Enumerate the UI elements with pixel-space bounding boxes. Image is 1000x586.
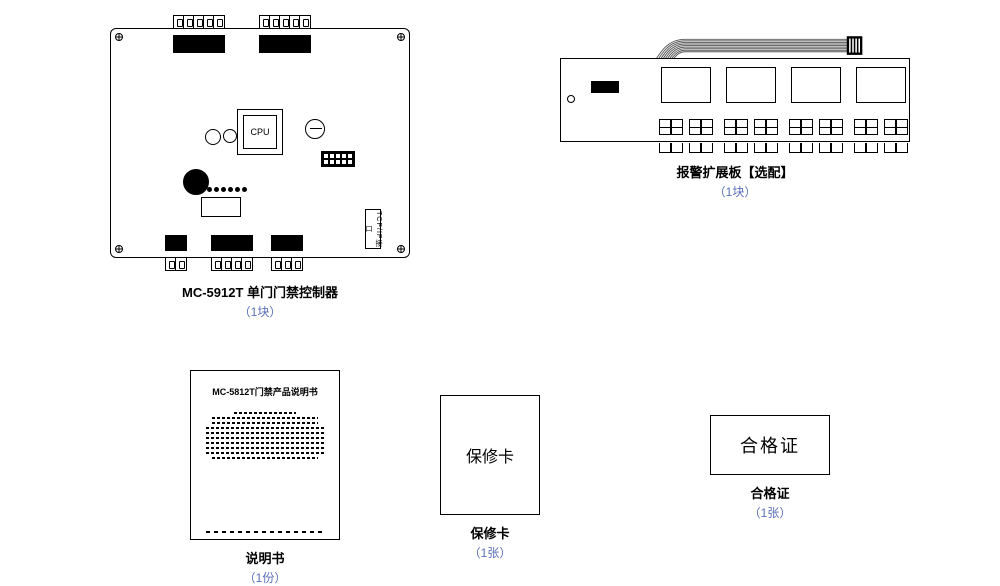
terminal-pair-lower [659,143,713,153]
certificate-title: 合格证 [710,483,830,502]
terminal-pair [659,119,713,135]
terminal-pair-lower [854,143,908,153]
cpu-chip: CPU [243,115,277,149]
terminal-block-inner [211,235,253,251]
relay-module [856,67,906,103]
terminal-block-inner [259,35,311,53]
expansion-board [560,58,910,142]
warranty-qty: （1张） [440,544,540,561]
certificate-box-text: 合格证 [740,432,800,458]
expansion-qty: （1块） [560,183,910,200]
ribbon-connector-icon [591,81,619,93]
warranty-box-text: 保修卡 [466,443,514,467]
warranty-section: 保修卡 保修卡 （1张） [440,395,540,561]
controller-qty: （1块） [110,303,410,320]
screw-hole-icon [567,95,575,103]
manual-title: 说明书 [190,548,340,567]
manual-inner-title: MC-5812T门禁产品说明书 [203,385,327,398]
screw-icon [397,33,405,41]
terminal-pair [854,119,908,135]
terminal-block [259,15,311,29]
screw-icon [397,245,405,253]
component-circle [223,129,237,143]
relay-icon [201,197,241,217]
terminal-pair-lower [724,143,778,153]
manual-binding-line [206,531,324,533]
cpu-label: CPU [250,127,269,137]
expansion-title: 报警扩展板【选配】 [560,162,910,181]
warranty-card: 保修卡 [440,395,540,515]
tcpip-label: TCP/IP接口 [363,210,383,248]
certificate-card: 合格证 [710,415,830,475]
manual-text-lines [203,412,327,459]
screw-icon [115,245,123,253]
terminal-block [211,257,253,271]
certificate-qty: （1张） [710,504,830,521]
tcpip-port: TCP/IP接口 [365,209,381,249]
component-circle [205,129,221,145]
relay-module [661,67,711,103]
pin-header-icon [321,151,355,167]
screw-icon [115,33,123,41]
terminal-pair-lower [789,143,843,153]
warranty-title: 保修卡 [440,523,540,542]
relay-module [791,67,841,103]
terminal-block [165,257,187,271]
manual-section: MC-5812T门禁产品说明书 说明书 （1份） [190,370,340,586]
terminal-block-inner [271,235,303,251]
terminal-block-inner [165,235,187,251]
coin-battery-icon [305,119,325,139]
certificate-section: 合格证 合格证 （1张） [710,415,830,521]
expansion-section: 报警扩展板【选配】 （1块） [560,58,910,200]
terminal-pair [724,119,778,135]
relay-module [726,67,776,103]
terminal-pair [789,119,843,135]
transformer-icon [183,169,209,195]
controller-title: MC-5912T 单门门禁控制器 [110,282,410,301]
controller-board: CPU [110,28,410,258]
dot-row [207,187,247,192]
controller-section: CPU [110,28,410,320]
terminal-block-inner [173,35,225,53]
terminal-block [173,15,225,29]
manual-booklet: MC-5812T门禁产品说明书 [190,370,340,540]
terminal-block [271,257,303,271]
